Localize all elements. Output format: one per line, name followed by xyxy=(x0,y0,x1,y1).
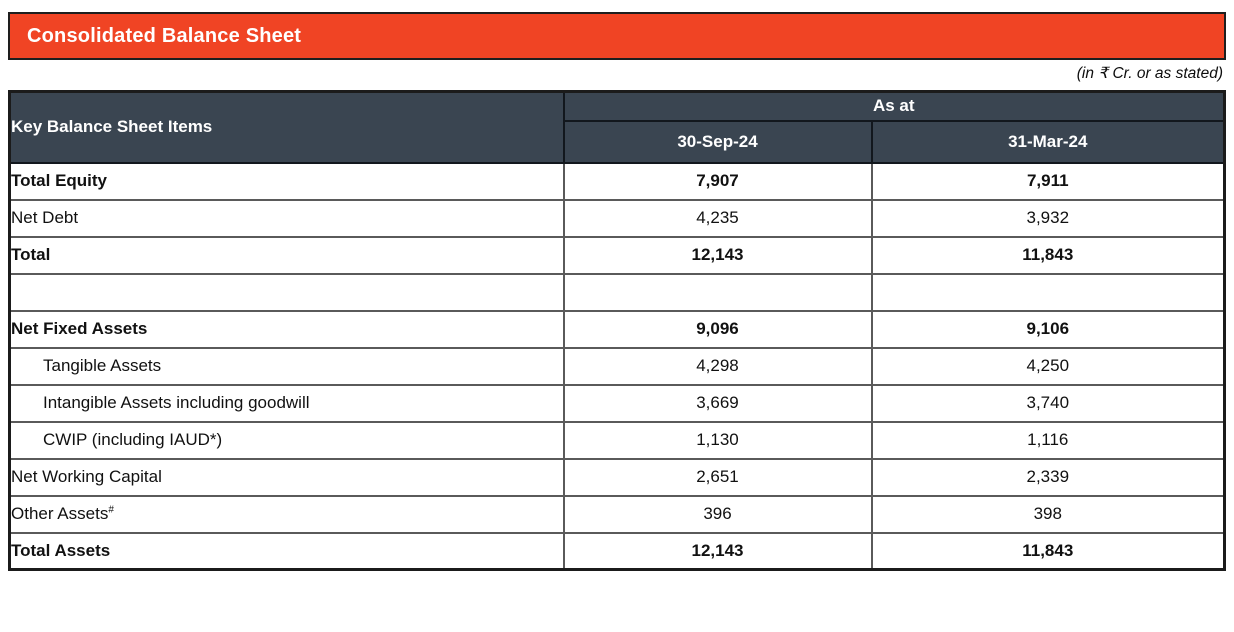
table-row: Net Debt 4,235 3,932 xyxy=(8,198,1226,238)
units-note: (in ₹ Cr. or as stated) xyxy=(1076,65,1223,82)
table-row: Other Assets# 396 398 xyxy=(8,494,1226,534)
table-row: Net Fixed Assets 9,096 9,106 xyxy=(8,309,1226,349)
row-value-col2: 11,843 xyxy=(870,531,1226,571)
row-label: Intangible Assets including goodwill xyxy=(8,383,565,423)
row-value-col2: 1,116 xyxy=(870,420,1226,460)
row-value-col1: 1,130 xyxy=(562,420,873,460)
row-value-col1: 396 xyxy=(562,494,873,534)
row-label xyxy=(8,272,565,312)
row-label: Net Fixed Assets xyxy=(8,309,565,349)
balance-sheet-table: Key Balance Sheet Items As at 30-Sep-24 … xyxy=(8,90,1227,571)
table-row: CWIP (including IAUD*) 1,130 1,116 xyxy=(8,420,1226,460)
table-row: Total 12,143 11,843 xyxy=(8,235,1226,275)
table-row: Total Assets 12,143 11,843 xyxy=(8,531,1226,571)
row-value-col1: 12,143 xyxy=(562,531,873,571)
key-items-column-header: Key Balance Sheet Items xyxy=(8,90,565,164)
row-value-col2: 11,843 xyxy=(870,235,1226,275)
table-row-empty xyxy=(8,272,1226,312)
row-label: Other Assets# xyxy=(8,494,565,534)
row-value-col2 xyxy=(870,272,1226,312)
row-value-col1: 4,235 xyxy=(562,198,873,238)
table-row: Net Working Capital 2,651 2,339 xyxy=(8,457,1226,497)
row-value-col1: 7,907 xyxy=(562,161,873,201)
table-header: Key Balance Sheet Items As at 30-Sep-24 … xyxy=(8,90,1226,164)
row-value-col1: 12,143 xyxy=(562,235,873,275)
as-at-group-header: As at xyxy=(562,90,1226,122)
row-value-col1 xyxy=(562,272,873,312)
row-value-col2: 4,250 xyxy=(870,346,1226,386)
row-value-col2: 3,932 xyxy=(870,198,1226,238)
row-label: Net Working Capital xyxy=(8,457,565,497)
row-value-col2: 7,911 xyxy=(870,161,1226,201)
table-row: Intangible Assets including goodwill 3,66… xyxy=(8,383,1226,423)
row-label: Total Assets xyxy=(8,531,565,571)
table-row: Tangible Assets 4,298 4,250 xyxy=(8,346,1226,386)
row-label: Total xyxy=(8,235,565,275)
row-value-col1: 9,096 xyxy=(562,309,873,349)
row-label-superscript: # xyxy=(108,504,114,516)
row-label: Total Equity xyxy=(8,161,565,201)
row-value-col2: 398 xyxy=(870,494,1226,534)
row-value-col2: 9,106 xyxy=(870,309,1226,349)
page-title: Consolidated Balance Sheet xyxy=(27,24,302,47)
column-header-date-2: 31-Mar-24 xyxy=(870,119,1226,164)
table-body: Total Equity 7,907 7,911 Net Debt 4,235 3,932… xyxy=(8,161,1226,571)
row-label: Net Debt xyxy=(8,198,565,238)
table-row: Total Equity 7,907 7,911 xyxy=(8,161,1226,201)
title-bar: Consolidated Balance Sheet xyxy=(8,12,1226,60)
row-value-col1: 2,651 xyxy=(562,457,873,497)
row-label: CWIP (including IAUD*) xyxy=(8,420,565,460)
row-value-col1: 3,669 xyxy=(562,383,873,423)
row-value-col2: 3,740 xyxy=(870,383,1226,423)
column-header-date-1: 30-Sep-24 xyxy=(562,119,873,164)
row-value-col2: 2,339 xyxy=(870,457,1226,497)
row-value-col1: 4,298 xyxy=(562,346,873,386)
row-label: Tangible Assets xyxy=(8,346,565,386)
